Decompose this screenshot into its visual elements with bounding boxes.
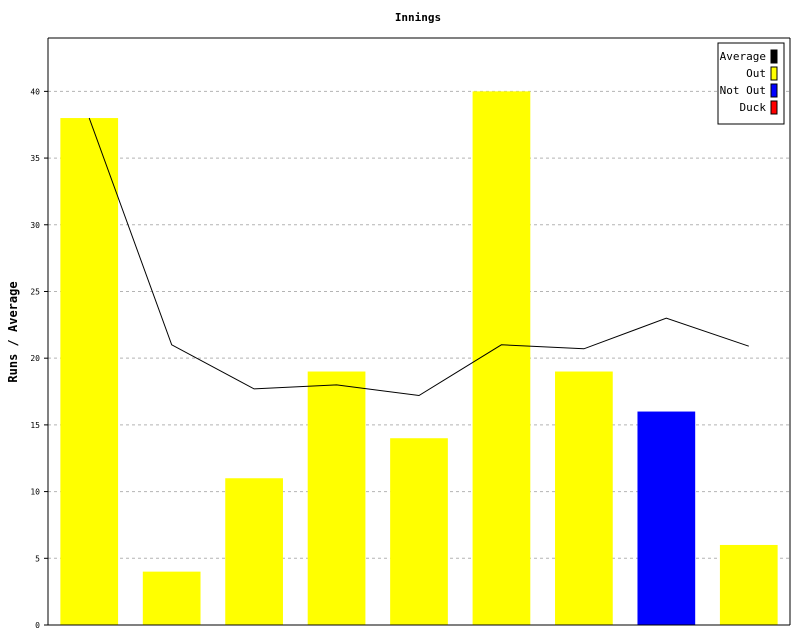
bar bbox=[390, 438, 448, 625]
y-tick-label: 40 bbox=[30, 87, 40, 96]
legend: Average Out Not Out Duck bbox=[717, 42, 785, 125]
bar bbox=[637, 411, 696, 625]
bar bbox=[555, 371, 613, 625]
bar bbox=[60, 118, 119, 625]
legend-label: Average bbox=[720, 50, 766, 63]
legend-swatch bbox=[770, 49, 778, 64]
y-tick-label: 30 bbox=[30, 221, 40, 230]
y-tick-label: 0 bbox=[35, 621, 40, 630]
average-line bbox=[88, 117, 749, 397]
legend-label: Out bbox=[746, 67, 766, 80]
bar bbox=[472, 91, 531, 625]
bar bbox=[307, 371, 366, 625]
axes: 0 5 10 15 20 25 30 35 40 bbox=[30, 37, 791, 630]
y-tick-label: 20 bbox=[30, 354, 40, 363]
bar bbox=[719, 544, 778, 625]
legend-swatch bbox=[770, 66, 778, 81]
bar bbox=[225, 478, 283, 625]
y-axis-label: Runs / Average bbox=[6, 281, 20, 382]
legend-swatch bbox=[770, 83, 778, 98]
average-line-layer bbox=[88, 117, 749, 397]
y-tick-label: 35 bbox=[30, 154, 40, 163]
bar bbox=[142, 571, 201, 625]
legend-label: Not Out bbox=[720, 84, 766, 97]
y-tick-label: 15 bbox=[30, 421, 40, 430]
chart-title: Innings bbox=[395, 11, 441, 24]
bar-series bbox=[60, 91, 778, 625]
y-tick-label: 5 bbox=[35, 554, 40, 563]
y-tick-label: 25 bbox=[30, 287, 40, 296]
legend-swatch bbox=[770, 100, 778, 115]
legend-label: Duck bbox=[740, 101, 767, 114]
y-tick-label: 10 bbox=[30, 488, 40, 497]
